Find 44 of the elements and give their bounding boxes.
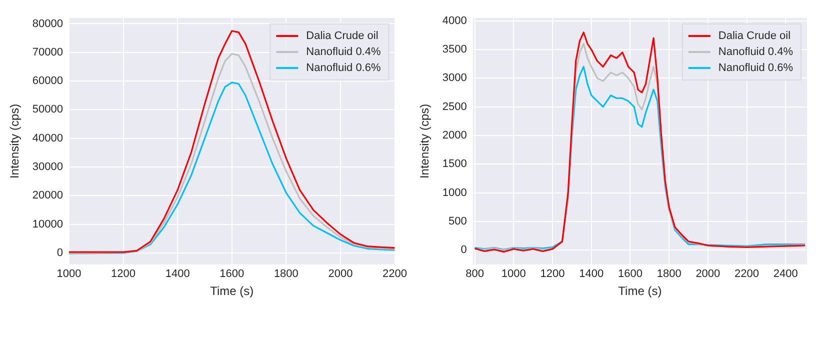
x-tick-label: 2200	[734, 268, 760, 280]
y-tick-label: 80000	[32, 18, 63, 30]
x-tick-label: 800	[466, 268, 484, 280]
y-tick-label: 50000	[32, 104, 63, 116]
y-tick-label: 2000	[442, 130, 467, 142]
legend-label: Nanofluid 0.4%	[718, 46, 794, 58]
x-tick-label: 2400	[773, 268, 798, 280]
x-tick-label: 1800	[274, 268, 298, 280]
x-tick-label: 1600	[618, 268, 642, 280]
y-tick-label: 60000	[32, 75, 63, 88]
x-tick-label: 2000	[696, 268, 720, 280]
x-tick-label: 1000	[56, 268, 82, 280]
y-tick-label: 0	[56, 246, 63, 259]
y-axis-title: Intensity (cps)	[418, 104, 432, 179]
x-axis-title: Time (s)	[210, 284, 254, 298]
x-tick-label: 1200	[540, 268, 565, 280]
y-tick-label: 1000	[442, 186, 467, 199]
y-tick-label: 40000	[32, 132, 63, 144]
y-tick-label: 10000	[32, 218, 63, 230]
x-tick-label: 1400	[165, 268, 190, 280]
x-tick-label: 2200	[382, 268, 408, 280]
y-tick-label: 1500	[442, 158, 467, 170]
y-tick-label: 4000	[442, 14, 467, 27]
x-tick-label: 1800	[656, 268, 682, 280]
y-tick-label: 500	[448, 215, 467, 228]
y-tick-label: 70000	[32, 46, 63, 58]
y-tick-label: 0	[460, 244, 467, 256]
x-tick-label: 2000	[328, 268, 353, 280]
y-axis-title: Intensity (cps)	[8, 104, 22, 179]
x-axis-title: Time (s)	[618, 284, 662, 298]
y-tick-label: 30000	[32, 161, 63, 174]
x-tick-label: 1400	[579, 268, 604, 280]
legend-label: Nanofluid 0.6%	[306, 62, 381, 74]
y-tick-label: 20000	[32, 190, 63, 202]
x-tick-label: 1000	[501, 268, 526, 280]
y-tick-label: 3000	[442, 72, 467, 84]
y-tick-label: 3500	[442, 44, 467, 56]
legend-label: Nanofluid 0.6%	[718, 62, 794, 74]
legend-label: Nanofluid 0.4%	[306, 46, 381, 58]
legend-label: Dalia Crude oil	[718, 30, 791, 42]
x-tick-label: 1600	[220, 268, 244, 280]
x-tick-label: 1200	[111, 268, 136, 280]
legend-label: Dalia Crude oil	[306, 30, 378, 42]
y-tick-label: 2500	[442, 100, 467, 113]
